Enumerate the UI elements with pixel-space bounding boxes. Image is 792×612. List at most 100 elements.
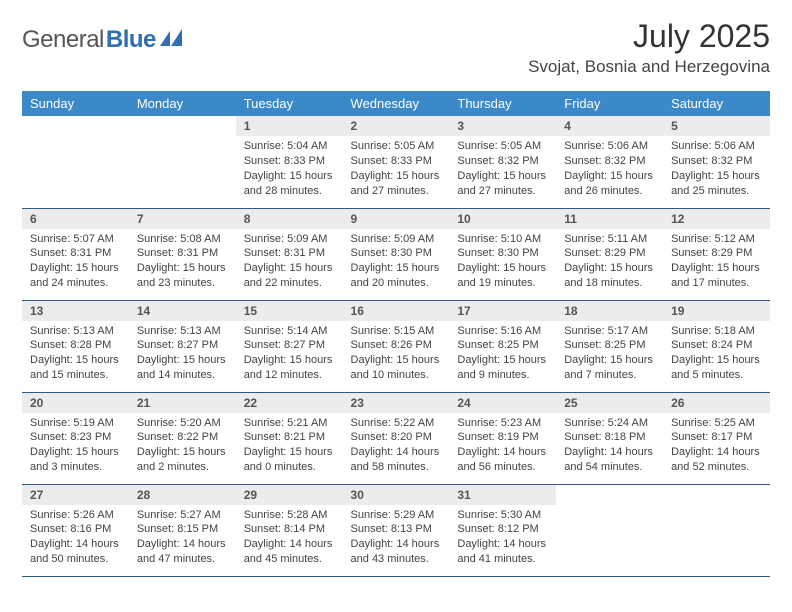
weekday-header: Saturday [663, 91, 770, 116]
sunrise-line: Sunrise: 5:05 AM [351, 139, 442, 154]
daylight-line-1: Daylight: 14 hours [244, 537, 335, 552]
daylight-line-2: and 50 minutes. [30, 552, 121, 567]
daylight-line-2: and 54 minutes. [564, 460, 655, 475]
sunset-line: Sunset: 8:18 PM [564, 430, 655, 445]
sunrise-line: Sunrise: 5:06 AM [671, 139, 762, 154]
sunset-line: Sunset: 8:25 PM [457, 338, 548, 353]
daylight-line-1: Daylight: 15 hours [244, 169, 335, 184]
sunrise-line: Sunrise: 5:18 AM [671, 324, 762, 339]
daylight-line-1: Daylight: 15 hours [137, 353, 228, 368]
day-number: 8 [236, 209, 343, 229]
sunset-line: Sunset: 8:19 PM [457, 430, 548, 445]
day-details: Sunrise: 5:27 AMSunset: 8:15 PMDaylight:… [129, 505, 236, 573]
daylight-line-1: Daylight: 14 hours [457, 537, 548, 552]
sunrise-line: Sunrise: 5:15 AM [351, 324, 442, 339]
day-number: 7 [129, 209, 236, 229]
day-details: Sunrise: 5:15 AMSunset: 8:26 PMDaylight:… [343, 321, 450, 389]
day-details: Sunrise: 5:09 AMSunset: 8:30 PMDaylight:… [343, 229, 450, 297]
day-number: 26 [663, 393, 770, 413]
daylight-line-1: Daylight: 15 hours [30, 445, 121, 460]
sunset-line: Sunset: 8:32 PM [564, 154, 655, 169]
day-number: 22 [236, 393, 343, 413]
calendar-day-cell: 7Sunrise: 5:08 AMSunset: 8:31 PMDaylight… [129, 208, 236, 300]
daylight-line-2: and 56 minutes. [457, 460, 548, 475]
daylight-line-2: and 27 minutes. [351, 184, 442, 199]
calendar-day-cell: 13Sunrise: 5:13 AMSunset: 8:28 PMDayligh… [22, 300, 129, 392]
day-details: Sunrise: 5:23 AMSunset: 8:19 PMDaylight:… [449, 413, 556, 481]
sunrise-line: Sunrise: 5:22 AM [351, 416, 442, 431]
sunset-line: Sunset: 8:33 PM [351, 154, 442, 169]
sunrise-line: Sunrise: 5:07 AM [30, 232, 121, 247]
calendar-day-cell: 23Sunrise: 5:22 AMSunset: 8:20 PMDayligh… [343, 392, 450, 484]
sunset-line: Sunset: 8:30 PM [457, 246, 548, 261]
sunrise-line: Sunrise: 5:13 AM [30, 324, 121, 339]
sunrise-line: Sunrise: 5:26 AM [30, 508, 121, 523]
sunset-line: Sunset: 8:24 PM [671, 338, 762, 353]
day-number: 23 [343, 393, 450, 413]
day-number: 6 [22, 209, 129, 229]
sunset-line: Sunset: 8:17 PM [671, 430, 762, 445]
daylight-line-2: and 5 minutes. [671, 368, 762, 383]
daylight-line-1: Daylight: 15 hours [457, 169, 548, 184]
sunrise-line: Sunrise: 5:29 AM [351, 508, 442, 523]
daylight-line-2: and 10 minutes. [351, 368, 442, 383]
sunrise-line: Sunrise: 5:21 AM [244, 416, 335, 431]
calendar-day-cell: 29Sunrise: 5:28 AMSunset: 8:14 PMDayligh… [236, 484, 343, 576]
day-number: 28 [129, 485, 236, 505]
logo-mark-icon [160, 29, 186, 52]
daylight-line-2: and 18 minutes. [564, 276, 655, 291]
calendar-day-cell: 17Sunrise: 5:16 AMSunset: 8:25 PMDayligh… [449, 300, 556, 392]
weekday-header: Tuesday [236, 91, 343, 116]
day-details: Sunrise: 5:05 AMSunset: 8:33 PMDaylight:… [343, 136, 450, 204]
day-details: Sunrise: 5:26 AMSunset: 8:16 PMDaylight:… [22, 505, 129, 573]
calendar-day-cell: 21Sunrise: 5:20 AMSunset: 8:22 PMDayligh… [129, 392, 236, 484]
sunrise-line: Sunrise: 5:09 AM [244, 232, 335, 247]
day-details: Sunrise: 5:24 AMSunset: 8:18 PMDaylight:… [556, 413, 663, 481]
sunrise-line: Sunrise: 5:11 AM [564, 232, 655, 247]
daylight-line-1: Daylight: 15 hours [671, 353, 762, 368]
calendar-day-cell: 4Sunrise: 5:06 AMSunset: 8:32 PMDaylight… [556, 116, 663, 208]
sunset-line: Sunset: 8:22 PM [137, 430, 228, 445]
daylight-line-1: Daylight: 14 hours [137, 537, 228, 552]
day-details: Sunrise: 5:22 AMSunset: 8:20 PMDaylight:… [343, 413, 450, 481]
sunset-line: Sunset: 8:28 PM [30, 338, 121, 353]
sunset-line: Sunset: 8:12 PM [457, 522, 548, 537]
daylight-line-1: Daylight: 15 hours [244, 261, 335, 276]
day-details: Sunrise: 5:29 AMSunset: 8:13 PMDaylight:… [343, 505, 450, 573]
day-details: Sunrise: 5:25 AMSunset: 8:17 PMDaylight:… [663, 413, 770, 481]
day-number: 3 [449, 116, 556, 136]
day-number: 31 [449, 485, 556, 505]
day-details: Sunrise: 5:20 AMSunset: 8:22 PMDaylight:… [129, 413, 236, 481]
day-number: 20 [22, 393, 129, 413]
day-details: Sunrise: 5:06 AMSunset: 8:32 PMDaylight:… [556, 136, 663, 204]
sunrise-line: Sunrise: 5:08 AM [137, 232, 228, 247]
sunset-line: Sunset: 8:31 PM [137, 246, 228, 261]
day-details: Sunrise: 5:05 AMSunset: 8:32 PMDaylight:… [449, 136, 556, 204]
day-number: 2 [343, 116, 450, 136]
calendar-day-cell: 15Sunrise: 5:14 AMSunset: 8:27 PMDayligh… [236, 300, 343, 392]
daylight-line-2: and 2 minutes. [137, 460, 228, 475]
sunset-line: Sunset: 8:31 PM [244, 246, 335, 261]
daylight-line-1: Daylight: 14 hours [564, 445, 655, 460]
day-number: 11 [556, 209, 663, 229]
calendar-week-row: 6Sunrise: 5:07 AMSunset: 8:31 PMDaylight… [22, 208, 770, 300]
sunset-line: Sunset: 8:30 PM [351, 246, 442, 261]
day-number: 21 [129, 393, 236, 413]
day-number: 10 [449, 209, 556, 229]
daylight-line-1: Daylight: 15 hours [137, 445, 228, 460]
day-details: Sunrise: 5:12 AMSunset: 8:29 PMDaylight:… [663, 229, 770, 297]
day-number: 1 [236, 116, 343, 136]
logo-text-blue: Blue [106, 26, 156, 54]
daylight-line-1: Daylight: 15 hours [671, 169, 762, 184]
daylight-line-1: Daylight: 15 hours [351, 353, 442, 368]
calendar-day-cell: 22Sunrise: 5:21 AMSunset: 8:21 PMDayligh… [236, 392, 343, 484]
calendar-day-cell: 18Sunrise: 5:17 AMSunset: 8:25 PMDayligh… [556, 300, 663, 392]
daylight-line-2: and 43 minutes. [351, 552, 442, 567]
sunrise-line: Sunrise: 5:28 AM [244, 508, 335, 523]
daylight-line-1: Daylight: 15 hours [564, 261, 655, 276]
month-title: July 2025 [528, 18, 770, 55]
day-details: Sunrise: 5:19 AMSunset: 8:23 PMDaylight:… [22, 413, 129, 481]
daylight-line-2: and 58 minutes. [351, 460, 442, 475]
calendar-day-cell: 30Sunrise: 5:29 AMSunset: 8:13 PMDayligh… [343, 484, 450, 576]
calendar-day-cell: 31Sunrise: 5:30 AMSunset: 8:12 PMDayligh… [449, 484, 556, 576]
